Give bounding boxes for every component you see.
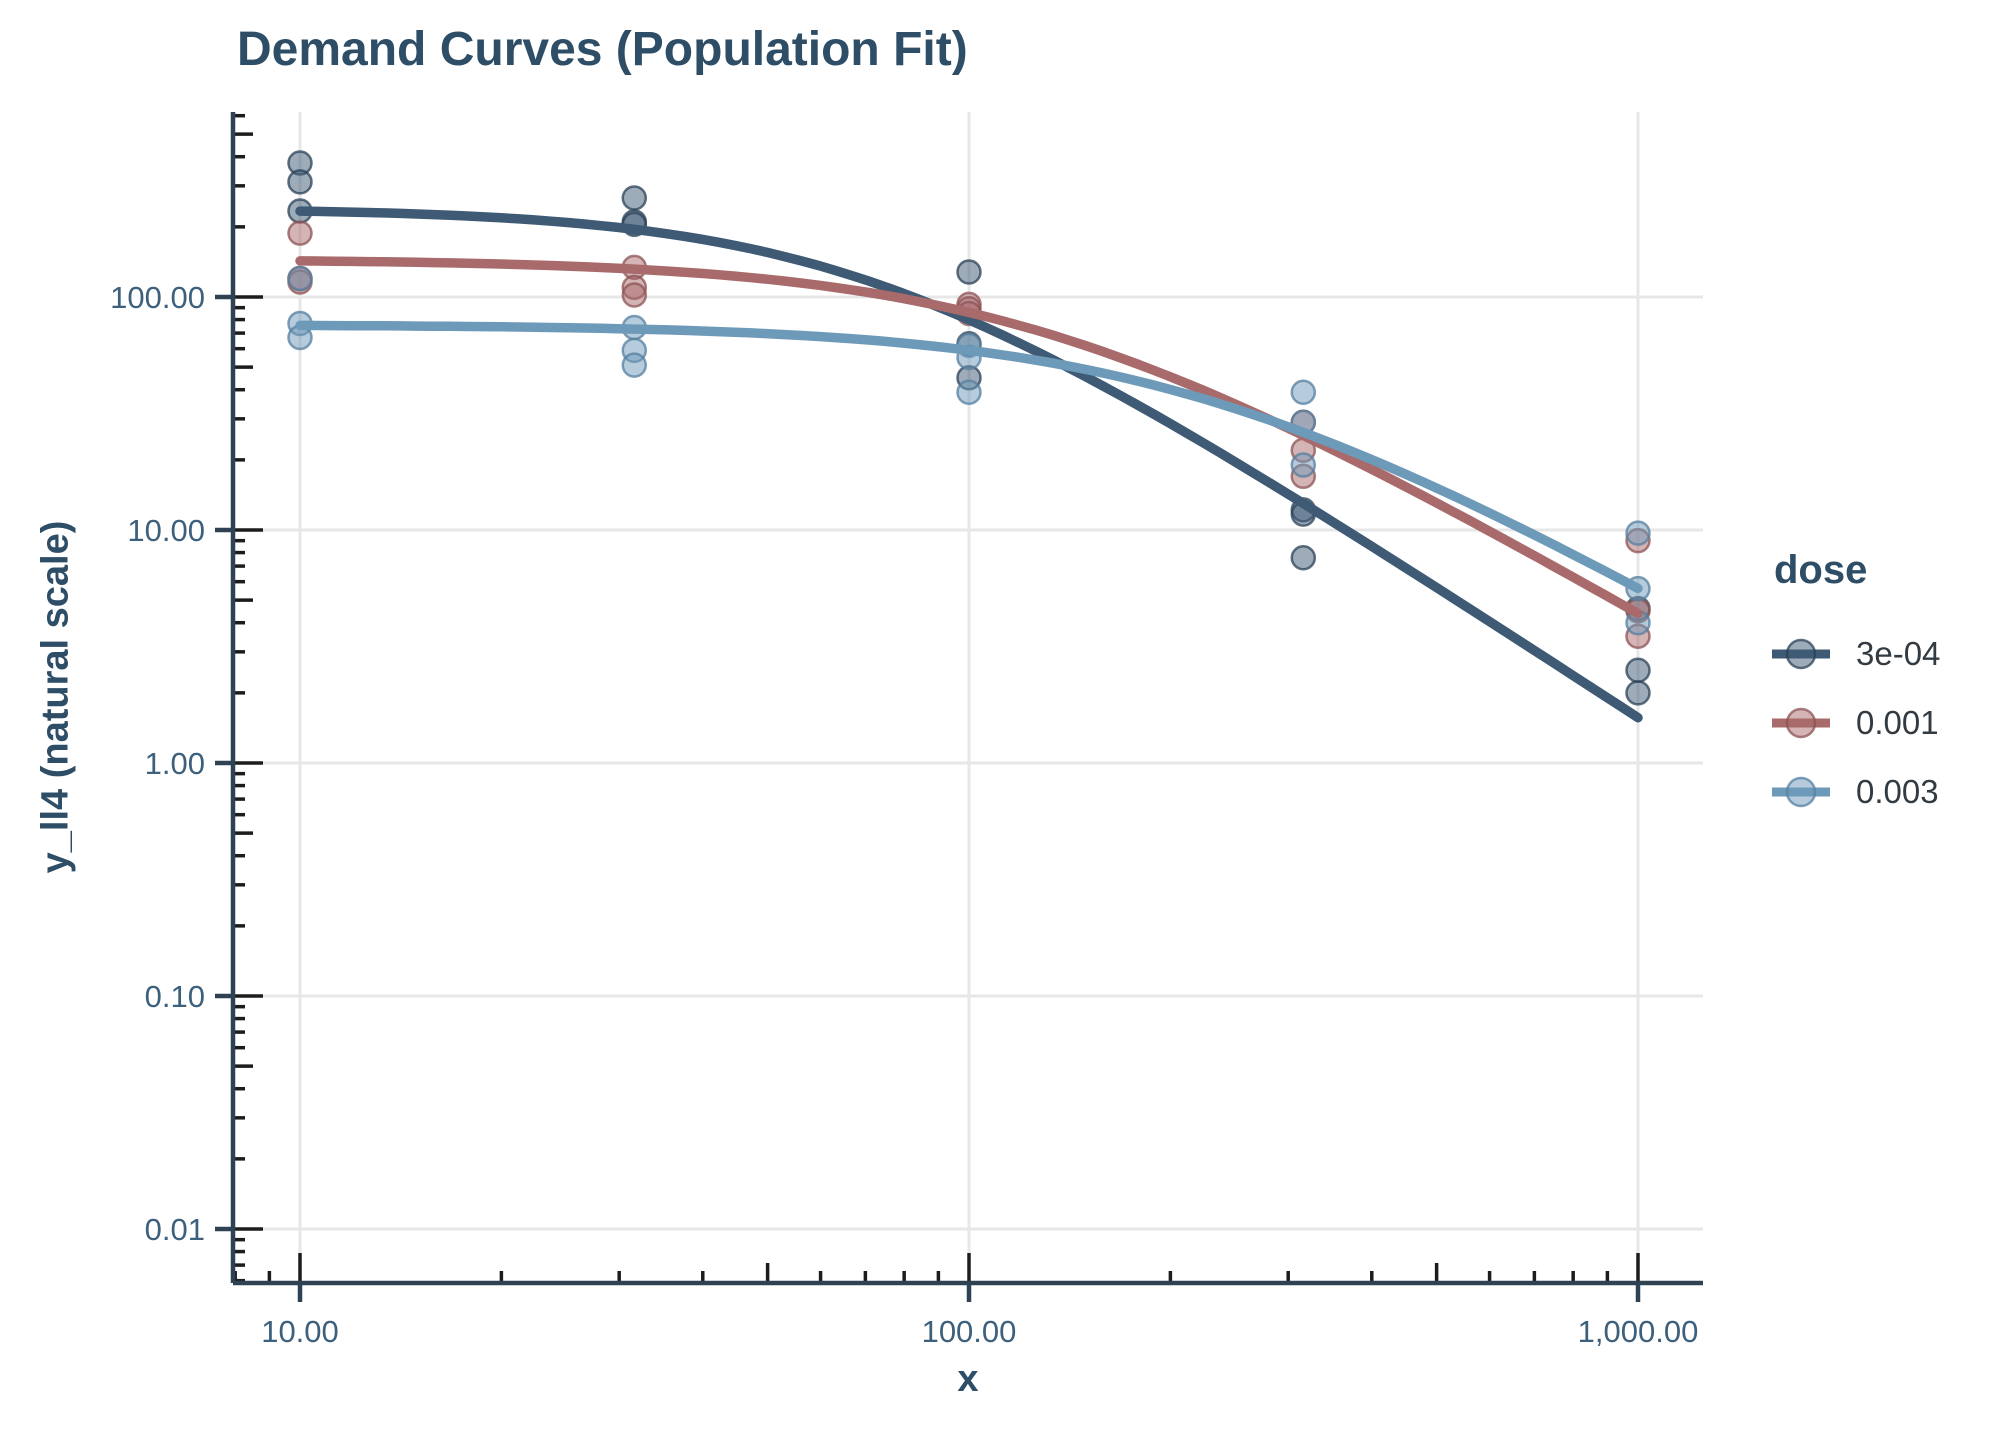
- y-tick-label: 1.00: [145, 746, 205, 781]
- legend-key-icon: [1772, 707, 1830, 738]
- data-point: [621, 282, 648, 308]
- data-point: [621, 352, 648, 378]
- legend-key-icon: [1772, 776, 1830, 807]
- x-tick-label: 100.00: [922, 1314, 1017, 1349]
- legend-item-dose-3e-04: 3e-04: [1772, 619, 1940, 688]
- legend-title: dose: [1774, 548, 1868, 592]
- data-point: [1290, 452, 1317, 478]
- y-axis-title: y_ll4 (natural scale): [34, 520, 77, 874]
- legend: dose 3e-04 0.001 0.003: [1772, 548, 1940, 826]
- data-point: [287, 220, 313, 246]
- legend-item-dose-0.003: 0.003: [1772, 757, 1940, 826]
- y-tick-label: 10.00: [127, 513, 205, 548]
- data-point: [621, 185, 648, 211]
- data-point: [287, 169, 313, 195]
- data-point: [1290, 379, 1317, 406]
- chart-title: Demand Curves (Population Fit): [237, 23, 968, 76]
- legend-item-label: 0.003: [1856, 772, 1939, 810]
- fit-line: [295, 256, 1643, 619]
- y-tick-label: 100.00: [110, 280, 205, 315]
- legend-item-dose-0.001: 0.001: [1772, 688, 1940, 757]
- y-tick-label: 0.10: [145, 979, 205, 1014]
- data-point: [1625, 680, 1651, 706]
- legend-item-label: 0.001: [1856, 703, 1939, 741]
- data-point: [1625, 520, 1651, 546]
- x-tick-label: 1,000.00: [1578, 1314, 1699, 1349]
- legend-item-label: 3e-04: [1856, 634, 1941, 672]
- data-point: [1290, 545, 1317, 571]
- data-point: [1625, 657, 1651, 684]
- x-axis-title: x: [957, 1358, 979, 1400]
- data-point: [956, 379, 982, 406]
- fit-line: [295, 320, 1643, 594]
- fit-line: [295, 206, 1643, 723]
- x-tick-label: 10.00: [261, 1314, 339, 1349]
- data-point: [287, 265, 313, 292]
- legend-key-icon: [1772, 638, 1830, 669]
- y-tick-label: 0.01: [145, 1212, 205, 1247]
- data-point: [956, 259, 982, 285]
